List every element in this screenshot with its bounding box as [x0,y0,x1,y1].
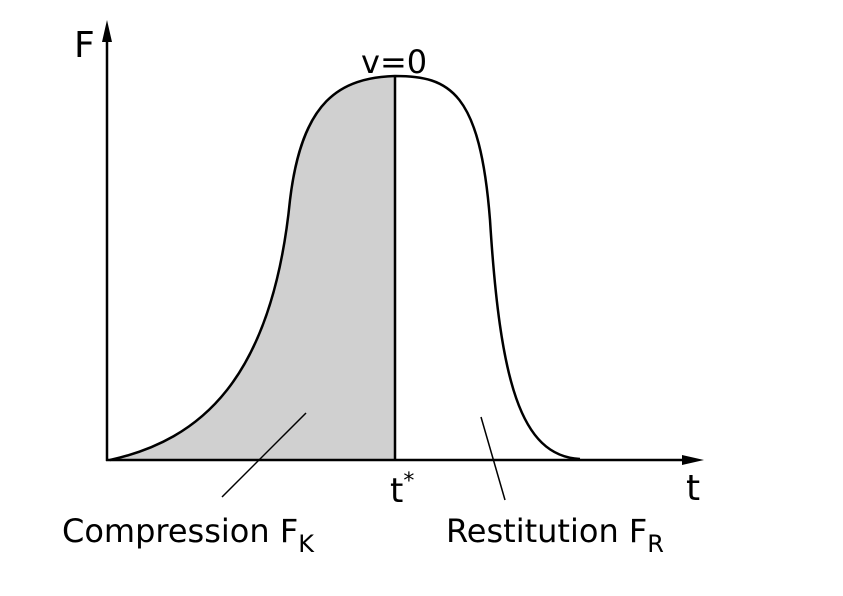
split-label-sup: * [403,469,414,494]
compression-label-text: Compression F [62,512,298,550]
split-label: t* [390,469,414,511]
split-label-text: t [390,471,403,511]
peak-label: v=0 [361,43,427,81]
x-axis-arrow [682,455,704,465]
restitution-label-text: Restitution F [446,512,647,550]
leader-line [480,416,506,501]
restitution-label: Restitution FR [446,512,664,558]
compression-label-sub: K [298,530,315,558]
y-axis-arrow [102,20,112,42]
leader-line [221,412,307,498]
x-axis-label: t [686,468,700,509]
restitution-label-sub: R [647,530,664,558]
compression-area [110,76,395,460]
y-axis-label: F [74,25,95,66]
compression-label: Compression FK [62,512,315,558]
